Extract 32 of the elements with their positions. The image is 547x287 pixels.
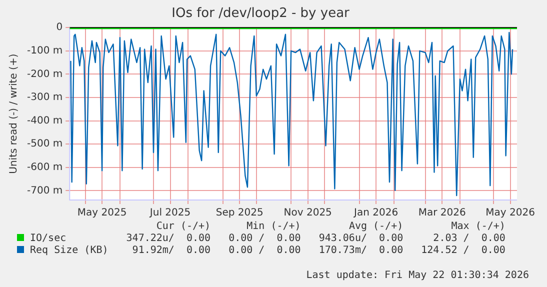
y-tick-label: 0 bbox=[56, 22, 63, 34]
text: 91.92m/ 0.00 bbox=[131, 245, 212, 257]
y-tick-label: -500 m bbox=[26, 138, 63, 150]
text: 347.22u/ 0.00 bbox=[125, 233, 212, 245]
text: Last update: Fri May 22 01:30:34 2026 bbox=[306, 270, 529, 281]
text: Min (-/+) bbox=[246, 221, 302, 233]
x-tick-label: May 2026 bbox=[486, 208, 535, 219]
text: Avg (-/+) bbox=[348, 221, 404, 233]
y-tick-label: -700 m bbox=[26, 185, 63, 196]
text: 0.00 / 0.00 bbox=[228, 233, 302, 245]
text: 0.00 / 0.00 bbox=[228, 245, 302, 257]
x-tick-label: May 2025 bbox=[77, 208, 127, 219]
chart-title: IOs for /dev/loop2 - by year bbox=[172, 6, 350, 22]
y-tick-label: -300 m bbox=[26, 92, 63, 104]
legend-label: IO/sec bbox=[29, 233, 68, 245]
legend-label: Req Size (KB) bbox=[29, 245, 110, 257]
y-tick-label: -400 m bbox=[26, 115, 63, 126]
text: 943.06u/ 0.00 bbox=[318, 233, 404, 245]
x-tick-label: Jul 2025 bbox=[148, 208, 191, 219]
y-tick-label: -100 m bbox=[26, 45, 63, 56]
text: 2.03 / 0.00 bbox=[432, 233, 506, 245]
text: Max (-/+) bbox=[450, 221, 506, 233]
x-tick-label: Mar 2026 bbox=[418, 208, 466, 219]
text: 170.73m/ 0.00 bbox=[318, 245, 404, 257]
y-tick-label: -600 m bbox=[26, 162, 63, 173]
text: Cur (-/+) bbox=[155, 221, 212, 233]
x-tick-label: Jan 2026 bbox=[353, 208, 398, 219]
y-axis-title: Units read (-) / write (+) bbox=[8, 54, 20, 174]
x-tick-label: Sep 2025 bbox=[216, 208, 264, 219]
text: 124.52 / 0.00 bbox=[420, 245, 506, 257]
x-tick-label: Nov 2025 bbox=[284, 208, 332, 219]
y-tick-label: -200 m bbox=[26, 68, 63, 80]
